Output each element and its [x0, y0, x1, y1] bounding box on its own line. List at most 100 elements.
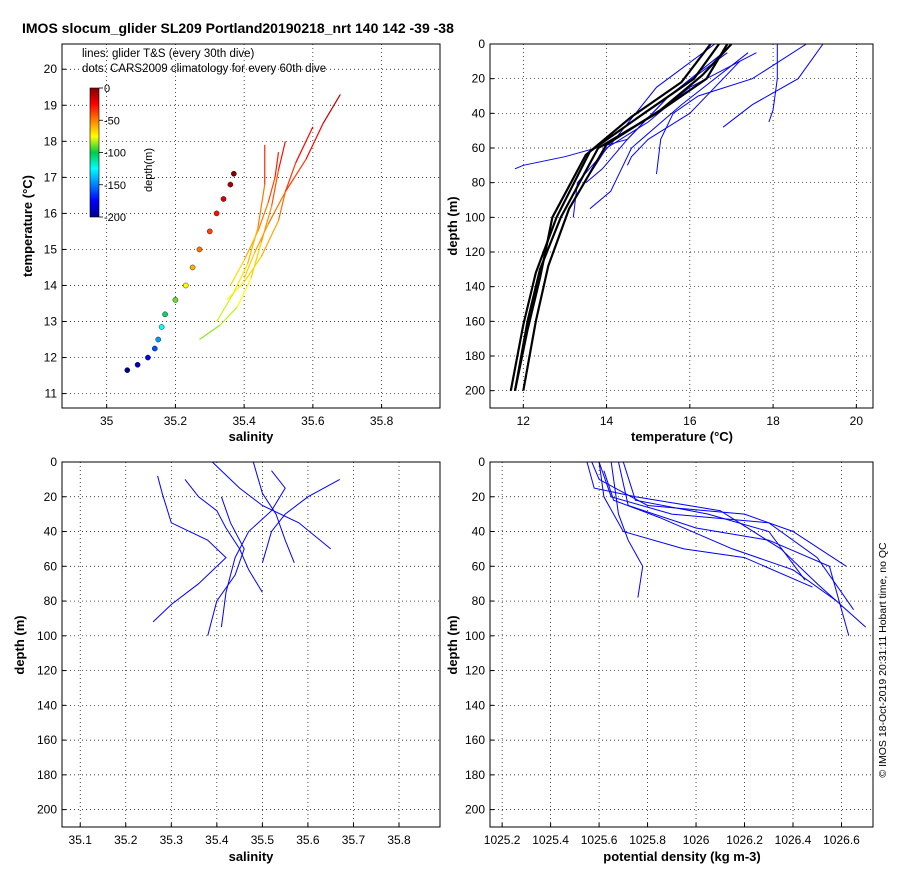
ts-y-tick-label: 20 — [44, 62, 58, 76]
glider-ts-line-segment — [260, 206, 273, 243]
density-tick-labels: 1025.2 1025.4 1025.6 1025.8 1026 1026.2 1026.4… — [465, 455, 860, 847]
salinity-x-axis-label: salinity — [229, 849, 275, 864]
climatology-dot — [172, 297, 179, 303]
density-y-tick-label: 180 — [465, 768, 485, 782]
salinity-profile-line — [211, 462, 332, 550]
salinity-profile-line — [252, 462, 295, 563]
temperature-profile-line — [768, 44, 778, 123]
temperature-profile-line — [626, 60, 741, 166]
ts-diagram-panel: 35 35.2 35.4 35.6 35.8 11 12 13 14 15 16 17 18 19 20 s… — [20, 43, 441, 444]
climatology-dot — [231, 170, 237, 177]
temperature-profile-line — [722, 44, 824, 128]
temperature-y-tick-label: 120 — [465, 245, 485, 259]
temperature-profile-line — [572, 44, 716, 218]
glider-ts-line-segment — [277, 141, 286, 171]
glider-ts-line-segment — [305, 123, 324, 160]
ts-x-tick-label: 35.6 — [301, 414, 325, 428]
glider-ts-line-segment — [284, 159, 307, 193]
glider-ts-line-segment — [257, 202, 269, 232]
temperature-y-tick-label: 40 — [472, 106, 486, 120]
temperature-profile-line — [509, 44, 720, 391]
ts-y-tick-label: 13 — [44, 315, 58, 329]
density-y-axis-label: depth (m) — [445, 615, 460, 674]
density-y-tick-label: 60 — [472, 559, 486, 573]
salinity-y-tick-label: 20 — [44, 490, 58, 504]
glider-ts-line-segment — [233, 263, 249, 293]
temperature-y-tick-label: 80 — [472, 176, 486, 190]
colorbar-tick-label: -200 — [104, 212, 126, 224]
glider-ts-line-segment — [250, 242, 262, 279]
climatology-dot — [134, 361, 141, 368]
climatology-dot — [158, 324, 165, 330]
density-profile-line — [610, 462, 644, 598]
density-x-tick-label: 1026.6 — [823, 833, 860, 847]
glider-ts-line-segment — [243, 256, 262, 283]
salinity-y-tick-label: 200 — [37, 803, 57, 817]
figure-title: IMOS slocum_glider SL209 Portland2019021… — [22, 20, 454, 36]
ts-x-tick-label: 35.4 — [232, 414, 256, 428]
ts-y-tick-label: 14 — [44, 278, 58, 292]
ts-y-tick-label: 17 — [44, 170, 58, 184]
salinity-profile-line — [220, 470, 286, 628]
density-x-tick-label: 1026.2 — [726, 833, 763, 847]
salinity-y-tick-label: 80 — [44, 594, 58, 608]
salinity-x-tick-label: 35.7 — [342, 833, 366, 847]
density-y-tick-label: 140 — [465, 698, 485, 712]
temperature-x-tick-label: 16 — [683, 414, 697, 428]
density-y-tick-label: 200 — [465, 803, 485, 817]
glider-ts-line-segment — [322, 94, 341, 124]
density-x-tick-label: 1026.4 — [775, 833, 812, 847]
temperature-profile-line — [522, 44, 733, 391]
salinity-x-tick-label: 35.3 — [160, 833, 184, 847]
colorbar-label: depth(m) — [143, 148, 155, 192]
salinity-profile-line — [207, 496, 245, 636]
salinity-x-tick-label: 35.4 — [205, 833, 229, 847]
colorbar-tick-label: 0 — [104, 83, 110, 95]
colorbar-tick-label: -50 — [104, 115, 120, 127]
ts-plot-frame — [61, 43, 441, 409]
salinity-profiles — [152, 462, 341, 636]
temperature-plot-frame — [489, 43, 874, 409]
temperature-y-tick-label: 0 — [478, 37, 485, 51]
temperature-x-tick-label: 18 — [766, 414, 780, 428]
climatology-dot — [145, 354, 151, 361]
temperature-y-axis-label: depth (m) — [445, 196, 460, 255]
density-profile-line — [598, 462, 855, 610]
climatology-dot — [196, 246, 203, 253]
ts-marks — [124, 94, 341, 373]
temperature-y-tick-label: 100 — [465, 210, 485, 224]
colorbar-tick-label: -100 — [104, 148, 126, 160]
salinity-y-tick-label: 0 — [50, 455, 57, 469]
density-x-tick-label: 1025.2 — [484, 833, 521, 847]
temperature-profile-line — [656, 44, 807, 175]
salinity-profile-line — [184, 479, 263, 593]
ts-y-tick-label: 19 — [44, 98, 58, 112]
density-profile-line — [603, 470, 837, 602]
climatology-dot — [227, 181, 234, 188]
density-plot-frame — [489, 461, 874, 828]
glider-ts-line-segment — [216, 292, 235, 322]
density-y-tick-label: 20 — [472, 490, 486, 504]
temperature-x-tick-label: 14 — [600, 414, 614, 428]
density-profile-panel: 1025.2 1025.4 1025.6 1025.8 1026 1026.2 1026.4… — [445, 455, 874, 864]
salinity-grid — [62, 461, 440, 827]
glider-ts-line-segment — [267, 191, 286, 225]
salinity-y-tick-label: 60 — [44, 559, 58, 573]
legend-note-lines: lines: glider T&S (every 30th dive) — [82, 48, 255, 60]
glider-ts-line-segment — [267, 177, 276, 203]
climatology-dot — [151, 345, 158, 352]
salinity-x-tick-label: 35.6 — [296, 833, 320, 847]
ts-grid — [62, 44, 440, 408]
depth-colorbar — [89, 87, 100, 218]
glider-ts-line-segment — [199, 324, 221, 341]
density-y-tick-label: 80 — [472, 594, 486, 608]
density-y-tick-label: 0 — [478, 455, 485, 469]
climatology-dot — [124, 367, 131, 373]
ts-y-axis-label: temperature (°C) — [20, 175, 35, 277]
density-y-tick-label: 100 — [465, 629, 485, 643]
legend-note-dots: dots: CARS2009 climatology for every 60t… — [82, 63, 326, 75]
climatology-dot — [220, 196, 227, 202]
ts-y-tick-label: 15 — [44, 242, 58, 256]
